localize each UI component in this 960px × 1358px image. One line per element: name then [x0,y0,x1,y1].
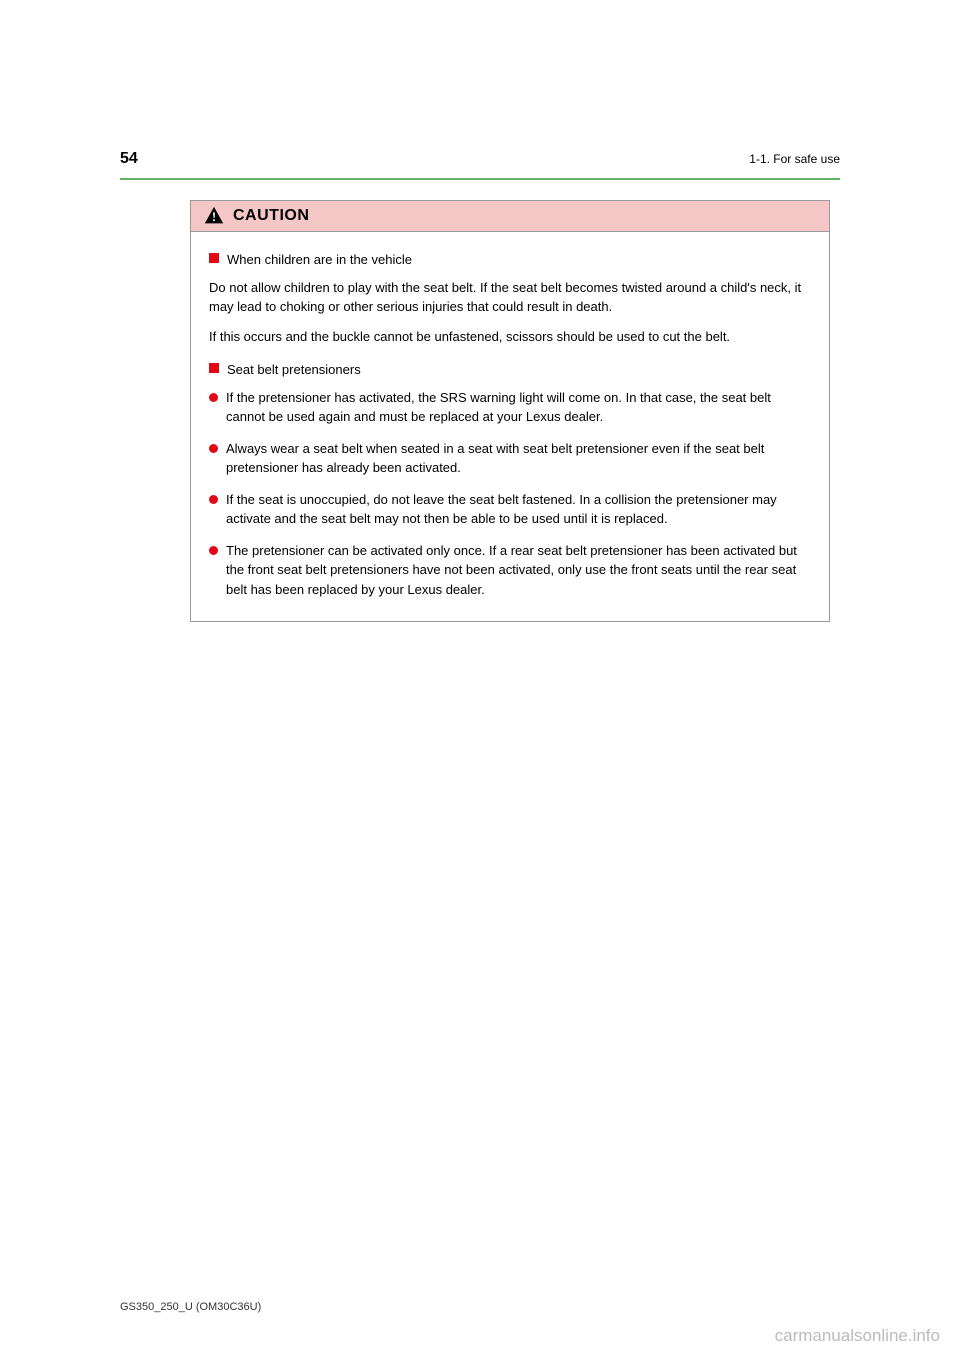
warning-icon [203,205,225,227]
section-label: 1-1. For safe use [749,152,840,166]
bullet-icon [209,495,218,504]
list-item: If the seat is unoccupied, do not leave … [209,490,811,529]
bullet-text: If the seat is unoccupied, do not leave … [226,490,811,529]
watermark: carmanualsonline.info [775,1326,940,1346]
paragraph: If this occurs and the buckle cannot be … [209,327,811,347]
caution-box: CAUTION When children are in the vehicle… [190,200,830,622]
caution-body: When children are in the vehicle Do not … [191,232,829,621]
bullet-icon [209,444,218,453]
page-number: 54 [120,150,138,168]
list-item: If the pretensioner has activated, the S… [209,388,811,427]
bullet-icon [209,546,218,555]
caution-title: CAUTION [233,207,309,225]
paragraph: Do not allow children to play with the s… [209,278,811,317]
header-divider [120,178,840,180]
list-item: The pretensioner can be activated only o… [209,541,811,600]
sub-heading-text: When children are in the vehicle [227,250,412,270]
bullet-text: Always wear a seat belt when seated in a… [226,439,811,478]
square-marker-icon [209,253,219,263]
bullet-text: The pretensioner can be activated only o… [226,541,811,600]
page-container: 54 1-1. For safe use CAUTION When childr… [0,0,960,682]
page-footer: GS350_250_U (OM30C36U) [0,1301,960,1313]
sub-section-pretensioners: Seat belt pretensioners If the pretensio… [209,360,811,599]
footer-text: GS350_250_U (OM30C36U) [120,1301,261,1313]
square-marker-icon [209,363,219,373]
bullet-text: If the pretensioner has activated, the S… [226,388,811,427]
page-header: 54 1-1. For safe use [120,150,840,168]
sub-section-children: When children are in the vehicle Do not … [209,250,811,346]
caution-header: CAUTION [191,201,829,232]
sub-heading: When children are in the vehicle [209,250,811,270]
bullet-icon [209,393,218,402]
sub-heading: Seat belt pretensioners [209,360,811,380]
sub-heading-text: Seat belt pretensioners [227,360,361,380]
list-item: Always wear a seat belt when seated in a… [209,439,811,478]
